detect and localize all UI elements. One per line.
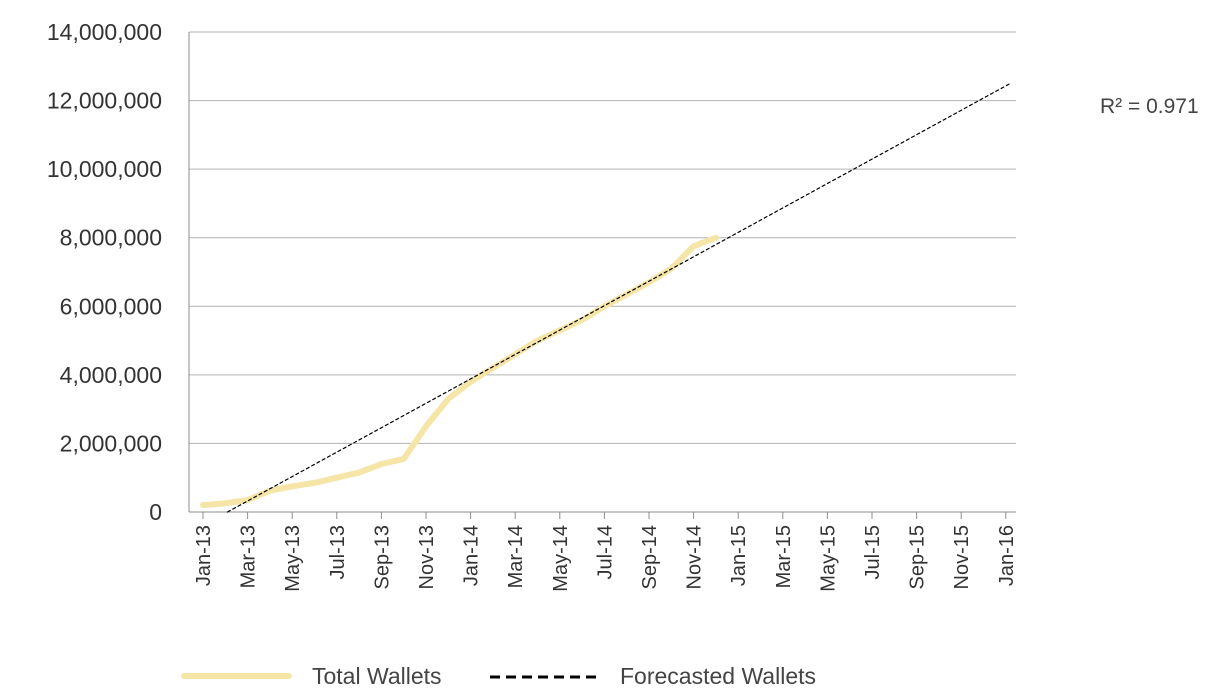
- x-tick-label: Jul-14: [594, 525, 616, 579]
- chart-axes: [188, 32, 1016, 513]
- legend-label-forecasted-wallets: Forecasted Wallets: [620, 663, 816, 689]
- x-tick-label: Jul-15: [862, 525, 884, 579]
- x-tick-label: Nov-14: [684, 525, 706, 589]
- x-tick-label: Nov-15: [951, 525, 973, 589]
- x-tick-label: Sep-14: [639, 525, 661, 590]
- y-tick-label: 6,000,000: [60, 293, 162, 319]
- x-tick-label: Jul-13: [327, 525, 349, 579]
- x-tick-label: Sep-13: [371, 525, 393, 590]
- x-tick-label: Sep-15: [907, 525, 929, 590]
- r-squared-annotation: R² = 0.971: [1100, 95, 1199, 118]
- x-tick-labels: Jan-13 Mar-13 May-13 Jul-13 Sep-13 Nov-13 Jan-…: [193, 512, 1018, 592]
- y-tick-label: 10,000,000: [47, 156, 162, 182]
- x-tick-label: May-15: [817, 525, 839, 592]
- y-tick-labels: 0 2,000,000 4,000,000 6,000,000 8,000,000 10,…: [47, 19, 162, 525]
- y-tick-label: 4,000,000: [60, 362, 162, 388]
- x-tick-label: May-13: [282, 525, 304, 592]
- x-tick-label: Mar-13: [238, 525, 260, 588]
- x-tick-label: May-14: [550, 525, 572, 592]
- x-tick-label: Jan-13: [193, 525, 215, 586]
- x-tick-label: Nov-13: [416, 525, 438, 589]
- y-tick-label: 0: [149, 499, 162, 525]
- x-tick-label: Jan-16: [996, 525, 1018, 586]
- series-line-forecasted-wallets: [226, 82, 1011, 513]
- series-line-total-wallets: [200, 234, 719, 509]
- x-tick-label: Jan-15: [728, 525, 750, 586]
- x-tick-label: Mar-14: [505, 525, 527, 588]
- x-tick-label: Mar-15: [773, 525, 795, 588]
- y-tick-label: 14,000,000: [47, 19, 162, 45]
- y-gridlines: [189, 31, 1016, 444]
- series-lines: [200, 82, 1011, 513]
- x-tick-label: Jan-14: [461, 525, 483, 586]
- y-tick-label: 8,000,000: [60, 225, 162, 251]
- legend-label-total-wallets: Total Wallets: [312, 663, 442, 689]
- y-tick-label: 12,000,000: [47, 88, 162, 114]
- legend: Total Wallets Forecasted Wallets: [181, 663, 816, 689]
- y-tick-label: 2,000,000: [60, 430, 162, 456]
